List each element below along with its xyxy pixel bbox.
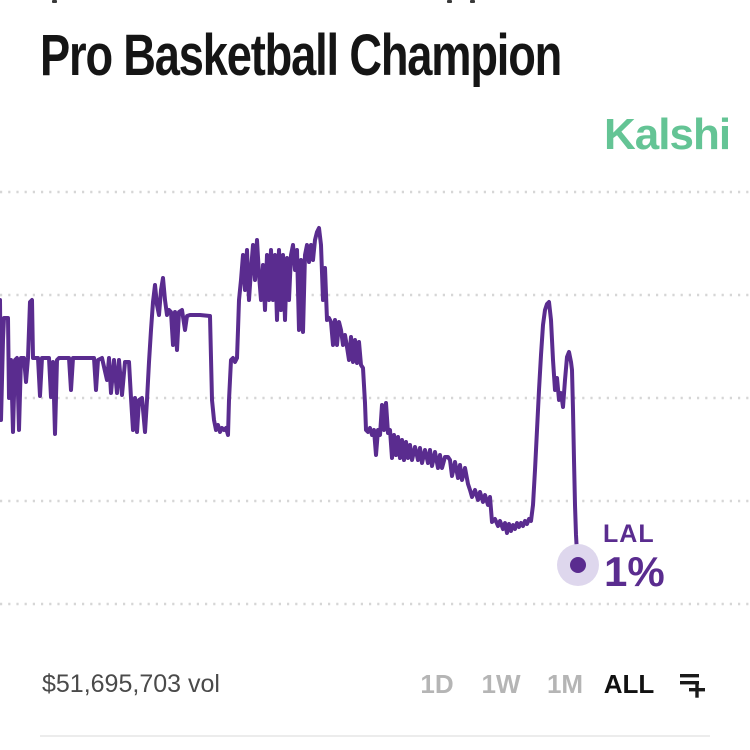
range-all-button[interactable]: ALL (597, 665, 661, 704)
clipped-text-fragment (447, 0, 452, 3)
endpoint-ticker-label: LAL (603, 520, 655, 548)
playlist-add-icon (680, 673, 705, 698)
chart-footer: $51,695,703 vol 1D 1W 1M ALL (0, 660, 750, 708)
chart-svg (0, 190, 750, 606)
volume-label: $51,695,703 vol (42, 669, 220, 698)
range-1d-button[interactable]: 1D (405, 665, 469, 704)
price-chart[interactable] (0, 160, 750, 640)
bottom-divider (40, 735, 710, 737)
range-1m-button[interactable]: 1M (533, 665, 597, 704)
page-title: Pro Basketball Champion (40, 23, 562, 88)
time-range-selector: 1D 1W 1M ALL (405, 665, 730, 704)
clipped-text-fragment (470, 0, 475, 3)
range-1w-button[interactable]: 1W (469, 665, 533, 704)
clipped-text-fragment (52, 0, 57, 3)
kalshi-logo: Kalshi (604, 110, 731, 159)
gridlines (0, 190, 750, 606)
watchlist-add-button[interactable] (675, 666, 709, 703)
endpoint-value-label: 1% (604, 548, 665, 595)
lal-series-line (0, 226, 580, 565)
endpoint-dot (570, 557, 586, 573)
